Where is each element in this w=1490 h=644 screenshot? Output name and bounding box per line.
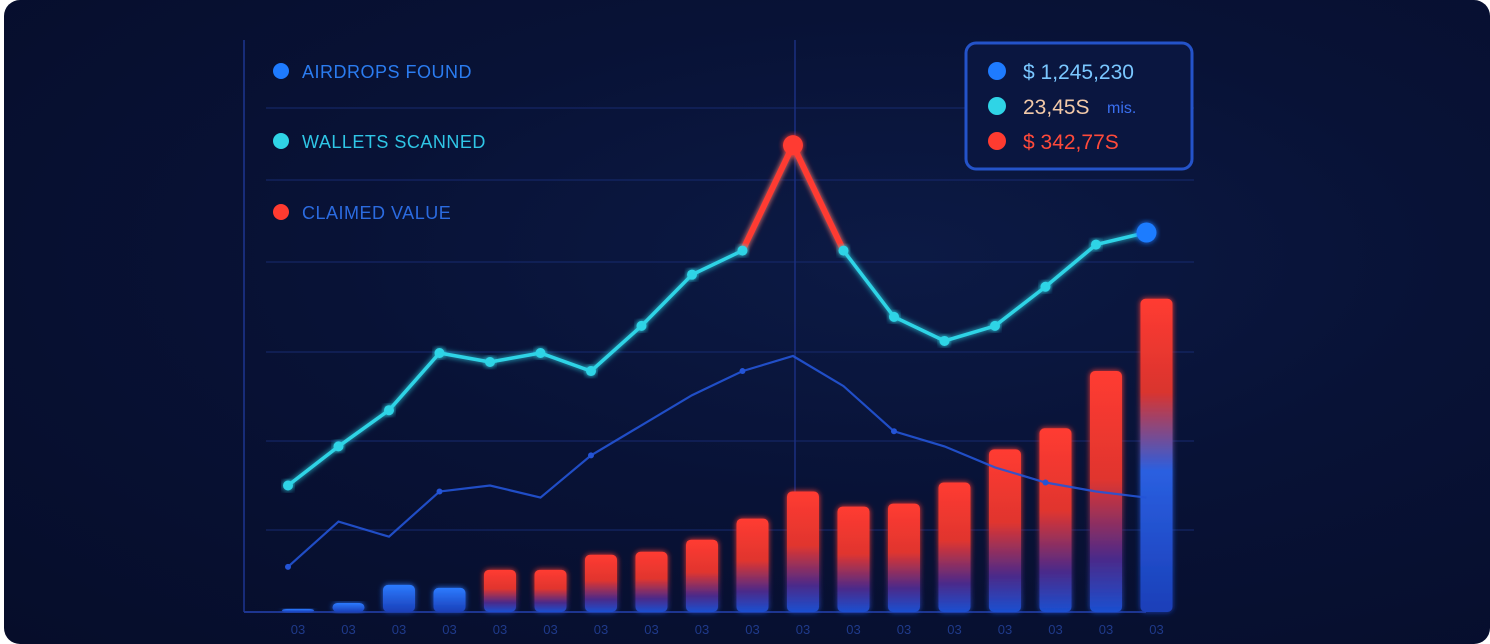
bar-12 bbox=[887, 503, 920, 612]
point-airdrops-6 bbox=[587, 452, 594, 459]
x-tick-label-10: 03 bbox=[796, 622, 810, 637]
bar-17 bbox=[1140, 298, 1173, 612]
bar-5 bbox=[534, 569, 567, 612]
point-airdrops-12 bbox=[890, 428, 897, 435]
bar-4 bbox=[483, 569, 516, 612]
x-tick-label-8: 03 bbox=[695, 622, 709, 637]
x-axis-ticks: 03 03 03 03 03 03 03 03 03 03 03 03 03 03 03 03 03 03 bbox=[291, 622, 1164, 637]
bar-2 bbox=[382, 584, 415, 612]
point-wallets-8 bbox=[686, 269, 697, 280]
legend: AIRDROPS FOUND WALLETS SCANNED CLAIMED V… bbox=[273, 62, 486, 223]
bar-13 bbox=[938, 482, 971, 612]
x-tick-label-0: 03 bbox=[291, 622, 305, 637]
chart-canvas: 03 03 03 03 03 03 03 03 03 03 03 03 03 03 03 03 03 03 AIR… bbox=[243, 40, 1194, 637]
bar-0 bbox=[282, 608, 314, 612]
point-wallets-17 bbox=[1136, 222, 1157, 243]
point-wallets-9 bbox=[737, 245, 748, 256]
bar-series bbox=[282, 298, 1173, 612]
bar-16 bbox=[1089, 371, 1122, 612]
point-wallets-12 bbox=[888, 311, 899, 322]
point-airdrops-0 bbox=[285, 563, 291, 570]
bar-7 bbox=[635, 551, 668, 612]
point-wallets-4 bbox=[484, 357, 495, 368]
x-tick-label-11: 03 bbox=[846, 622, 860, 637]
point-wallets-1 bbox=[333, 441, 344, 452]
point-airdrops-15 bbox=[1042, 479, 1049, 486]
bar-8 bbox=[685, 539, 718, 612]
bar-11 bbox=[837, 506, 870, 612]
bar-3 bbox=[433, 587, 466, 612]
stat-wallets-suffix: mis. bbox=[1107, 100, 1136, 117]
point-wallets-6 bbox=[585, 366, 596, 377]
chart-card: 03 03 03 03 03 03 03 03 03 03 03 03 03 03 03 03 03 03 AIR… bbox=[4, 0, 1490, 644]
x-tick-label-17: 03 bbox=[1149, 622, 1163, 637]
bar-15 bbox=[1039, 428, 1072, 612]
x-tick-label-7: 03 bbox=[644, 622, 658, 637]
point-wallets-11 bbox=[838, 245, 849, 256]
x-tick-label-4: 03 bbox=[493, 622, 507, 637]
stat-dot-wallets bbox=[988, 97, 1006, 115]
point-wallets-0 bbox=[283, 480, 293, 491]
x-tick-label-9: 03 bbox=[745, 622, 759, 637]
bar-9 bbox=[736, 518, 769, 612]
legend-label-claimed: CLAIMED VALUE bbox=[302, 203, 451, 223]
x-tick-label-6: 03 bbox=[594, 622, 608, 637]
legend-label-airdrops: AIRDROPS FOUND bbox=[302, 62, 472, 82]
x-tick-label-15: 03 bbox=[1048, 622, 1062, 637]
point-wallets-15 bbox=[1040, 281, 1051, 292]
bar-14 bbox=[988, 449, 1021, 612]
legend-dot-wallets bbox=[273, 133, 289, 149]
x-tick-label-5: 03 bbox=[543, 622, 557, 637]
stat-claimed-value: $ 342,77S bbox=[1023, 131, 1119, 154]
x-tick-label-1: 03 bbox=[341, 622, 355, 637]
line-series bbox=[283, 135, 1157, 570]
stat-wallets-value: 23,45S bbox=[1023, 96, 1090, 119]
point-wallets-14 bbox=[989, 320, 1000, 331]
point-wallets-5 bbox=[535, 347, 546, 358]
point-wallets-10 bbox=[782, 135, 803, 156]
stat-dot-claimed bbox=[988, 132, 1006, 150]
legend-label-wallets: WALLETS SCANNED bbox=[302, 132, 486, 152]
x-tick-label-2: 03 bbox=[392, 622, 406, 637]
x-tick-label-16: 03 bbox=[1099, 622, 1113, 637]
stats-panel-frame bbox=[964, 41, 1194, 171]
x-tick-label-3: 03 bbox=[442, 622, 456, 637]
point-airdrops-9 bbox=[739, 368, 746, 375]
point-wallets-16 bbox=[1090, 239, 1101, 250]
x-tick-label-13: 03 bbox=[947, 622, 961, 637]
line-airdrops bbox=[287, 354, 1147, 568]
bar-1 bbox=[332, 602, 365, 612]
point-airdrops-3 bbox=[436, 488, 443, 495]
point-wallets-13 bbox=[939, 335, 950, 346]
stat-airdrops-value: $ 1,245,230 bbox=[1023, 61, 1134, 84]
stats-panel: $ 1,245,230 23,45S mis. $ 342,77S bbox=[964, 41, 1194, 171]
line-wallets-peak-highlight bbox=[739, 142, 847, 252]
x-tick-label-14: 03 bbox=[998, 622, 1012, 637]
point-wallets-2 bbox=[383, 405, 394, 416]
point-wallets-3 bbox=[434, 347, 445, 358]
legend-dot-claimed bbox=[273, 204, 289, 220]
bar-6 bbox=[584, 554, 617, 612]
line-wallets bbox=[286, 143, 1147, 487]
stat-dot-airdrops bbox=[988, 62, 1006, 80]
x-tick-label-12: 03 bbox=[897, 622, 911, 637]
bar-10 bbox=[786, 491, 819, 612]
point-wallets-7 bbox=[636, 320, 647, 331]
legend-dot-airdrops bbox=[273, 63, 289, 79]
